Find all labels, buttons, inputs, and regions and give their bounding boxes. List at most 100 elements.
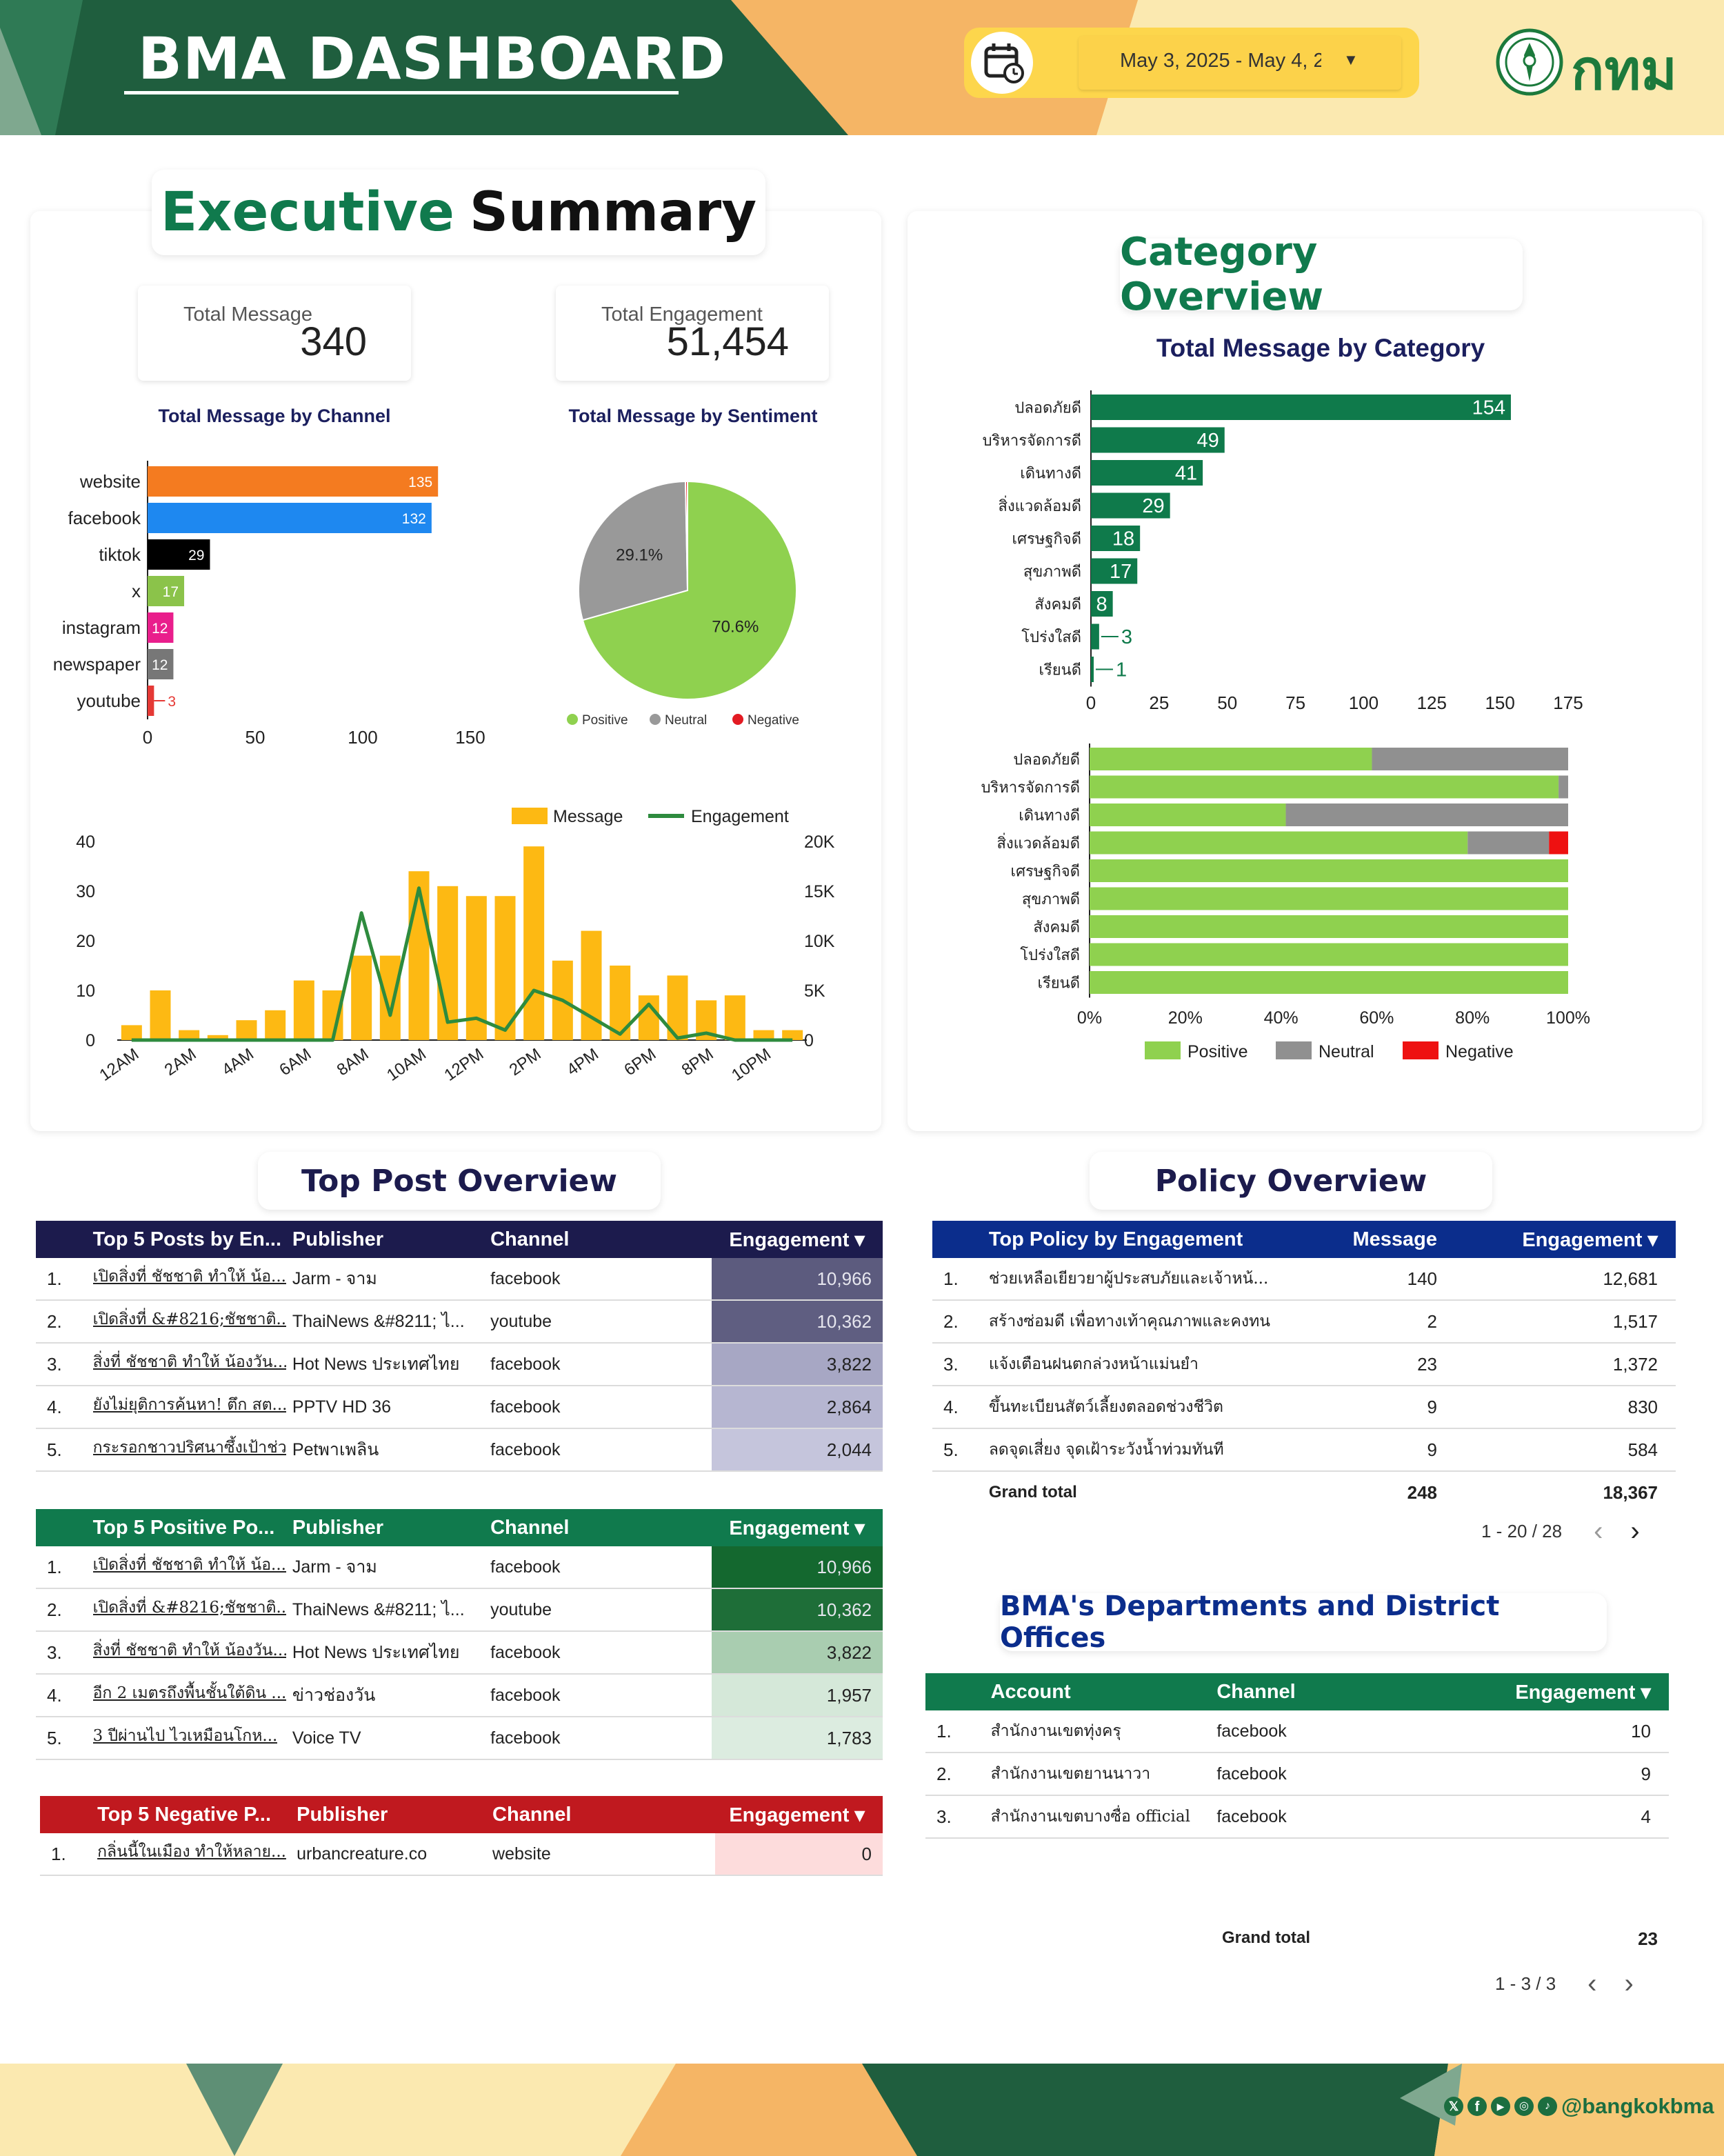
stacked-segment-positive: [1090, 775, 1559, 799]
tiktok-icon[interactable]: ♪: [1538, 2097, 1557, 2116]
hourly-left-y-tick: 30: [76, 882, 95, 901]
sentiment-pie-slice: [581, 480, 797, 700]
social-icons: 𝕏 f ▶ ◎ ♪ @bangkokbma: [1444, 2094, 1714, 2119]
category-value-label: 41: [1175, 463, 1197, 485]
table-row: 4. ยังไม่ยุติการค้นหา! ตึก สต... PPTV HD 3…: [36, 1386, 883, 1429]
table-row: 5. กระรอกชาวปริศนาซึ้งเป้าช่ว... Petพาเพลิ…: [36, 1428, 883, 1472]
table-header-3[interactable]: Engagement ▾: [729, 1228, 865, 1251]
dept-engagement-cell: 9: [1429, 1753, 1669, 1796]
pager-prev-icon[interactable]: ‹: [1587, 1968, 1597, 1999]
engagement-cell: 10,966: [711, 1546, 883, 1589]
dept-header-0: Account: [990, 1680, 1071, 1703]
calendar-icon-circle: [971, 32, 1033, 94]
policy-message-cell: 23: [1319, 1343, 1481, 1386]
pager-next-icon[interactable]: ›: [1630, 1516, 1640, 1546]
post-link[interactable]: สิ่งที่ ชัชชาติ ทำให้ น้องวัน...: [92, 1353, 286, 1371]
post-link[interactable]: ยังไม่ยุติการค้นหา! ตึก สต...: [92, 1395, 286, 1414]
pager-next-icon[interactable]: ›: [1624, 1968, 1634, 1999]
stacked-segment-positive: [1090, 915, 1568, 938]
pager-prev-icon[interactable]: ‹: [1594, 1516, 1603, 1546]
youtube-icon[interactable]: ▶: [1491, 2097, 1510, 2116]
table-row: 1. ช่วยเหลือเยียวยาผู้ประสบภัยและเจ้าหน้.…: [932, 1258, 1676, 1301]
channel-cell: facebook: [490, 1386, 712, 1429]
category-label: เศรษฐกิจดี: [1012, 530, 1081, 548]
channel-bar: [148, 466, 439, 497]
hourly-x-tick: 2AM: [161, 1045, 200, 1079]
kpi-total-engagement-label: Total Engagement: [601, 303, 763, 326]
x-icon[interactable]: 𝕏: [1444, 2097, 1463, 2116]
post-link[interactable]: เปิดสิ่งที่ ชัชชาติ ทำให้ น้อ...: [92, 1555, 286, 1574]
policy-header-2[interactable]: Engagement ▾: [1522, 1228, 1658, 1251]
row-rank: 1.: [36, 1546, 93, 1589]
hourly-x-tick: 8PM: [679, 1045, 717, 1079]
channel-value-label: 29: [188, 548, 204, 563]
stacked-category-label: สุขภาพดี: [1022, 890, 1080, 908]
engagement-cell: 10,362: [711, 1300, 883, 1344]
policy-header-0: Top Policy by Engagement: [988, 1228, 1243, 1250]
policy-grand-total-label: Grand total: [988, 1483, 1077, 1501]
stacked-legend-swatch: [1403, 1041, 1439, 1059]
policy-message-cell: 2: [1319, 1300, 1481, 1344]
table-row: 3. สิ่งที่ ชัชชาติ ทำให้ น้องวัน... Hot Ne…: [36, 1343, 883, 1386]
spacer: [932, 1471, 989, 1513]
category-value-label: 154: [1472, 397, 1505, 419]
category-label: เรียนดี: [1039, 661, 1081, 679]
bma-seal-logo: [1495, 28, 1564, 97]
hourly-legend-message-swatch: [512, 808, 548, 824]
kpi-total-engagement: Total Engagement 51,454: [556, 286, 829, 381]
stacked-legend-swatch: [1145, 1041, 1181, 1059]
stacked-segment-positive: [1090, 748, 1372, 770]
post-link[interactable]: สิ่งที่ ชัชชาติ ทำให้ น้องวัน...: [92, 1641, 286, 1659]
facebook-icon[interactable]: f: [1467, 2097, 1487, 2116]
channel-x-tick: 100: [348, 727, 377, 748]
stacked-segment-neutral: [1285, 803, 1568, 826]
date-range-dropdown[interactable]: May 3, 2025 - May 4, 2 ▼: [1079, 36, 1401, 90]
hourly-right-y-tick: 5K: [804, 981, 825, 1001]
top-posts-engagement-table: Top 5 Posts by En... Publisher Channel Enga…: [36, 1221, 883, 1472]
post-link[interactable]: อีก 2 เมตรถึงพื้นชั้นใต้ดิน ...: [92, 1684, 286, 1702]
row-rank: 2.: [925, 1753, 991, 1796]
policy-overview-title: Policy Overview: [1090, 1152, 1492, 1210]
category-bar: [1091, 657, 1094, 682]
channel-bar-chart: website 135 facebook 132 tiktok 29 x 17 instagra…: [53, 461, 485, 748]
channel-cell: facebook: [490, 1343, 712, 1386]
dept-pager-text: 1 - 3 / 3: [1495, 1973, 1556, 1994]
policy-message-cell: 9: [1319, 1386, 1481, 1429]
hourly-x-tick: 12AM: [96, 1045, 142, 1085]
category-overview-title: Category Overview: [1120, 230, 1523, 319]
policy-grand-total-row: Grand total 248 18,367: [932, 1471, 1676, 1513]
post-link[interactable]: กลิ่นนี้ในเมือง ทำให้หลาย...: [97, 1842, 286, 1861]
category-bar: [1091, 395, 1511, 420]
hourly-message-bar: [638, 995, 659, 1040]
sentiment-legend-swatch: [650, 714, 661, 725]
category-x-tick: 100: [1349, 692, 1379, 713]
table-header-3[interactable]: Engagement ▾: [729, 1517, 865, 1539]
stacked-segment-positive: [1090, 887, 1568, 910]
policy-name-cell: แจ้งเตือนฝนตกล่วงหน้าแม่นยำ: [988, 1343, 1319, 1386]
hourly-x-tick: 4PM: [563, 1045, 602, 1079]
instagram-icon[interactable]: ◎: [1514, 2097, 1534, 2116]
departments-table: Account Channel Engagement ▾ 1. สำนักงานเขตท…: [925, 1673, 1669, 1839]
post-link[interactable]: เปิดสิ่งที่ ชัชชาติ ทำให้ น้อ...: [92, 1267, 286, 1286]
date-range-control[interactable]: May 3, 2025 - May 4, 2 ▼: [964, 28, 1419, 98]
table-header-3[interactable]: Engagement ▾: [729, 1804, 865, 1826]
publisher-cell: urbancreature.co: [297, 1833, 493, 1876]
hourly-message-bar: [753, 1030, 774, 1040]
stacked-segment-neutral: [1467, 831, 1550, 855]
category-value-label: 49: [1196, 430, 1219, 452]
stacked-category-label: เดินทางดี: [1019, 807, 1080, 824]
post-link[interactable]: 3 ปีผ่านไป ไวเหมือนโกห...: [92, 1726, 278, 1745]
stacked-x-tick: 60%: [1359, 1008, 1394, 1028]
dept-header-2[interactable]: Engagement ▾: [1515, 1681, 1651, 1704]
dept-grand-total-row: Grand total 23: [1222, 1928, 1658, 1950]
category-x-tick: 125: [1417, 692, 1447, 713]
row-rank: 2.: [36, 1588, 93, 1632]
engagement-cell: 10,966: [711, 1258, 883, 1301]
category-bar: [1091, 427, 1225, 453]
table-header-rank: [36, 1509, 93, 1546]
post-link[interactable]: เปิดสิ่งที่ &#8216;ชัชชาติ...: [92, 1310, 286, 1328]
social-handle[interactable]: @bangkokbma: [1561, 2094, 1714, 2118]
post-link[interactable]: เปิดสิ่งที่ &#8216;ชัชชาติ...: [92, 1598, 286, 1617]
post-link[interactable]: กระรอกชาวปริศนาซึ้งเป้าช่ว...: [92, 1438, 286, 1457]
row-rank: 1.: [40, 1833, 98, 1876]
